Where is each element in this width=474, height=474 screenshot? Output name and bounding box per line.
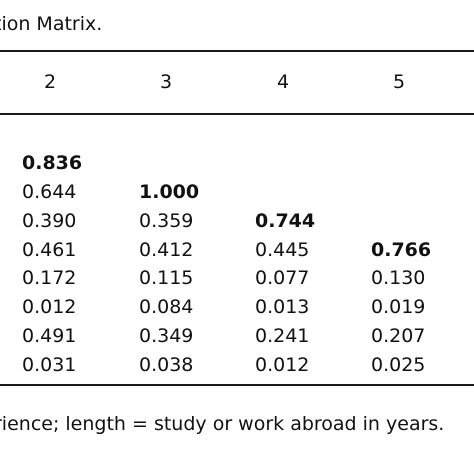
table-cell: 0.836 (22, 152, 83, 174)
table-cell: 0.207 (371, 325, 426, 347)
table-cell: 1.000 (139, 181, 200, 203)
table-cell: 0.038 (139, 354, 194, 376)
table-cell: 0.241 (255, 325, 310, 347)
table-cell: 0.019 (371, 296, 426, 318)
table-caption: tion Matrix. (0, 13, 103, 35)
table-cell: 0.461 (22, 239, 77, 261)
table-cell: 0.012 (255, 354, 310, 376)
table-cell: 0.412 (139, 239, 194, 261)
column-header-4: 4 (276, 71, 290, 93)
table-cell: 0.130 (371, 267, 426, 289)
table-cell: 0.359 (139, 210, 194, 232)
column-header-2: 2 (43, 71, 57, 93)
table-cell: 0.013 (255, 296, 310, 318)
table-cell: 0.744 (255, 210, 316, 232)
table-cell: 0.025 (371, 354, 426, 376)
table-cell: 0.084 (139, 296, 194, 318)
header-rule (0, 113, 474, 115)
table-cell: 0.766 (371, 239, 432, 261)
table-cell: 0.115 (139, 267, 194, 289)
bottom-rule (0, 384, 474, 386)
table-cell: 0.349 (139, 325, 194, 347)
table-cell: 0.445 (255, 239, 310, 261)
table-cell: 0.031 (22, 354, 77, 376)
table-cell: 0.172 (22, 267, 77, 289)
table-note: rience; length = study or work abroad in… (0, 413, 445, 435)
table-cell: 0.390 (22, 210, 77, 232)
column-header-5: 5 (392, 71, 406, 93)
top-rule (0, 50, 474, 52)
column-header-3: 3 (159, 71, 173, 93)
table-cell: 0.644 (22, 181, 77, 203)
table-cell: 0.491 (22, 325, 77, 347)
table-cell: 0.077 (255, 267, 310, 289)
table-cell: 0.012 (22, 296, 77, 318)
